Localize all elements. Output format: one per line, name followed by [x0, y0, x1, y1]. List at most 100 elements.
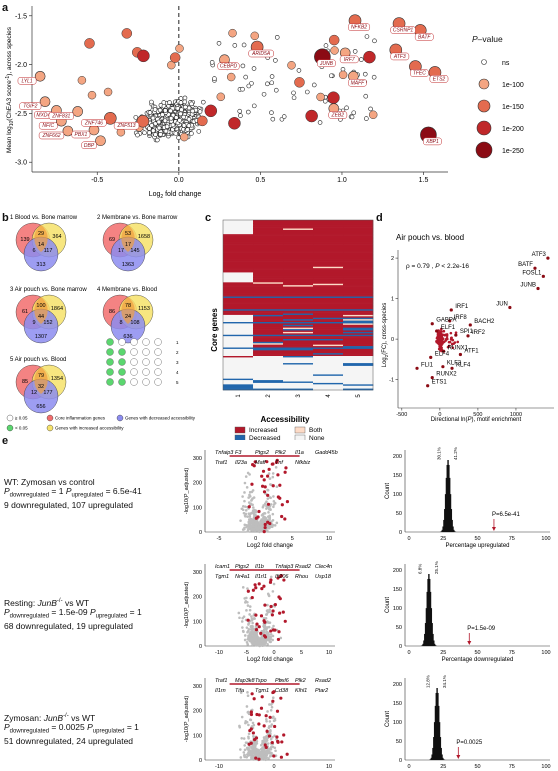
heat-cell: [253, 363, 284, 365]
venn-legend-label: < 0.05: [15, 426, 28, 431]
heat-cell: [283, 361, 314, 364]
volcano-point: [242, 737, 246, 740]
heat-cell: [283, 242, 314, 245]
heat-cell: [283, 262, 314, 265]
heat-cell: [313, 324, 344, 327]
hist-bar: [442, 526, 444, 532]
heat-cell: [283, 222, 314, 225]
label-box: [390, 26, 416, 34]
hist-xtick: 50: [474, 764, 480, 770]
heat-cell: [313, 289, 344, 292]
labeled-point: [62, 125, 74, 137]
volcano-point: [242, 511, 246, 515]
heat-cell: [253, 339, 284, 341]
heat-cell: [313, 377, 344, 379]
heat-cell: [313, 313, 344, 316]
label-box: [317, 59, 336, 68]
heat-cell: [223, 244, 254, 246]
volcano-point: [249, 525, 253, 529]
heat-cell: [223, 245, 254, 248]
heat-cell: [223, 279, 254, 282]
heat-cell: [223, 268, 254, 270]
volcano-point: [267, 511, 270, 514]
ns-point: [322, 98, 328, 104]
heat-cell: [223, 241, 254, 243]
heat-cell: [313, 346, 344, 348]
heat-cell: [253, 334, 284, 337]
heat-cell: [253, 357, 284, 360]
venn-count: 6: [32, 248, 35, 254]
hist-bar: [453, 529, 455, 532]
venn-legend-label: ≥ 0.05: [15, 416, 28, 421]
venn-count: 29: [38, 231, 44, 237]
heat-cell: [253, 222, 284, 225]
heat-cell: [223, 251, 254, 253]
heat-cell: [223, 262, 254, 265]
d-point-label: GABPA: [436, 318, 456, 324]
label-box: [81, 119, 107, 127]
point-label: CSRNP1: [393, 28, 414, 34]
volcano-point: [268, 477, 272, 480]
volcano-point: [243, 634, 247, 637]
volcano-sig-point: [263, 603, 267, 607]
matrix-row-label: 4: [176, 370, 179, 375]
hist-ylabel: Count: [385, 597, 391, 613]
ns-point: [352, 49, 358, 54]
heat-cell: [253, 245, 284, 248]
heat-cell: [253, 336, 284, 338]
ns-point: [155, 137, 160, 143]
heat-cell: [313, 310, 344, 313]
sig-point: [197, 115, 208, 127]
volcano-point: [252, 523, 256, 526]
volcano-gene-label: Tgm1: [255, 688, 269, 694]
heat-cell: [253, 346, 284, 348]
hist-xtick: 100: [541, 650, 550, 656]
volcano-sig-point: [255, 622, 259, 626]
heat-cell: [313, 296, 344, 299]
heat-cell: [313, 378, 344, 381]
volcano-point: [267, 757, 270, 760]
volcano-sig-point: [280, 503, 284, 507]
volcano-point: [275, 521, 279, 525]
volcano-xlabel: Log2 fold change: [247, 543, 294, 549]
panel-a-xtick: 0.0: [174, 177, 184, 184]
volcano-point: [247, 732, 251, 736]
volcano-point: [241, 505, 245, 508]
heat-legend-key: [234, 434, 246, 440]
heat-cell: [223, 310, 254, 313]
hist-xtick: 25: [440, 650, 446, 656]
volcano-ytick: 300: [193, 570, 202, 576]
matrix-cell: [106, 378, 114, 386]
heat-cell: [343, 347, 374, 350]
point-label: ZNF513: [117, 123, 136, 129]
heat-cell: [313, 232, 344, 235]
volcano-ylabel: -log10(P_adjusted): [184, 696, 190, 743]
heat-cell: [313, 246, 344, 249]
volcano-point: [257, 638, 261, 641]
volcano-ytick: 0: [199, 758, 202, 764]
sig-point: [175, 44, 184, 53]
ns-point: [176, 135, 181, 140]
hist-bar: [446, 464, 448, 532]
matrix-cell: [130, 378, 138, 386]
volcano-point: [256, 636, 260, 639]
hist-bar: [425, 608, 428, 646]
volcano-sig-point: [257, 713, 261, 717]
labeled-point: [104, 111, 117, 125]
hist-ytick: 100: [393, 606, 402, 612]
volcano-sig-point: [270, 740, 274, 745]
heat-cell: [313, 273, 344, 276]
ns-point: [245, 109, 251, 115]
volcano-sig-point: [276, 576, 280, 580]
legend-key: [481, 59, 487, 65]
d-labeled-point: [536, 286, 540, 291]
heat-cell: [253, 314, 284, 317]
volcano-sig-point: [257, 757, 261, 761]
volcano-point: [239, 519, 242, 522]
heat-cell: [253, 367, 284, 370]
d-point-label: BATF: [518, 262, 533, 268]
heat-cell: [283, 288, 314, 290]
heat-cell: [313, 341, 344, 344]
legend-label: ns: [502, 60, 510, 67]
heat-cell: [223, 220, 254, 222]
